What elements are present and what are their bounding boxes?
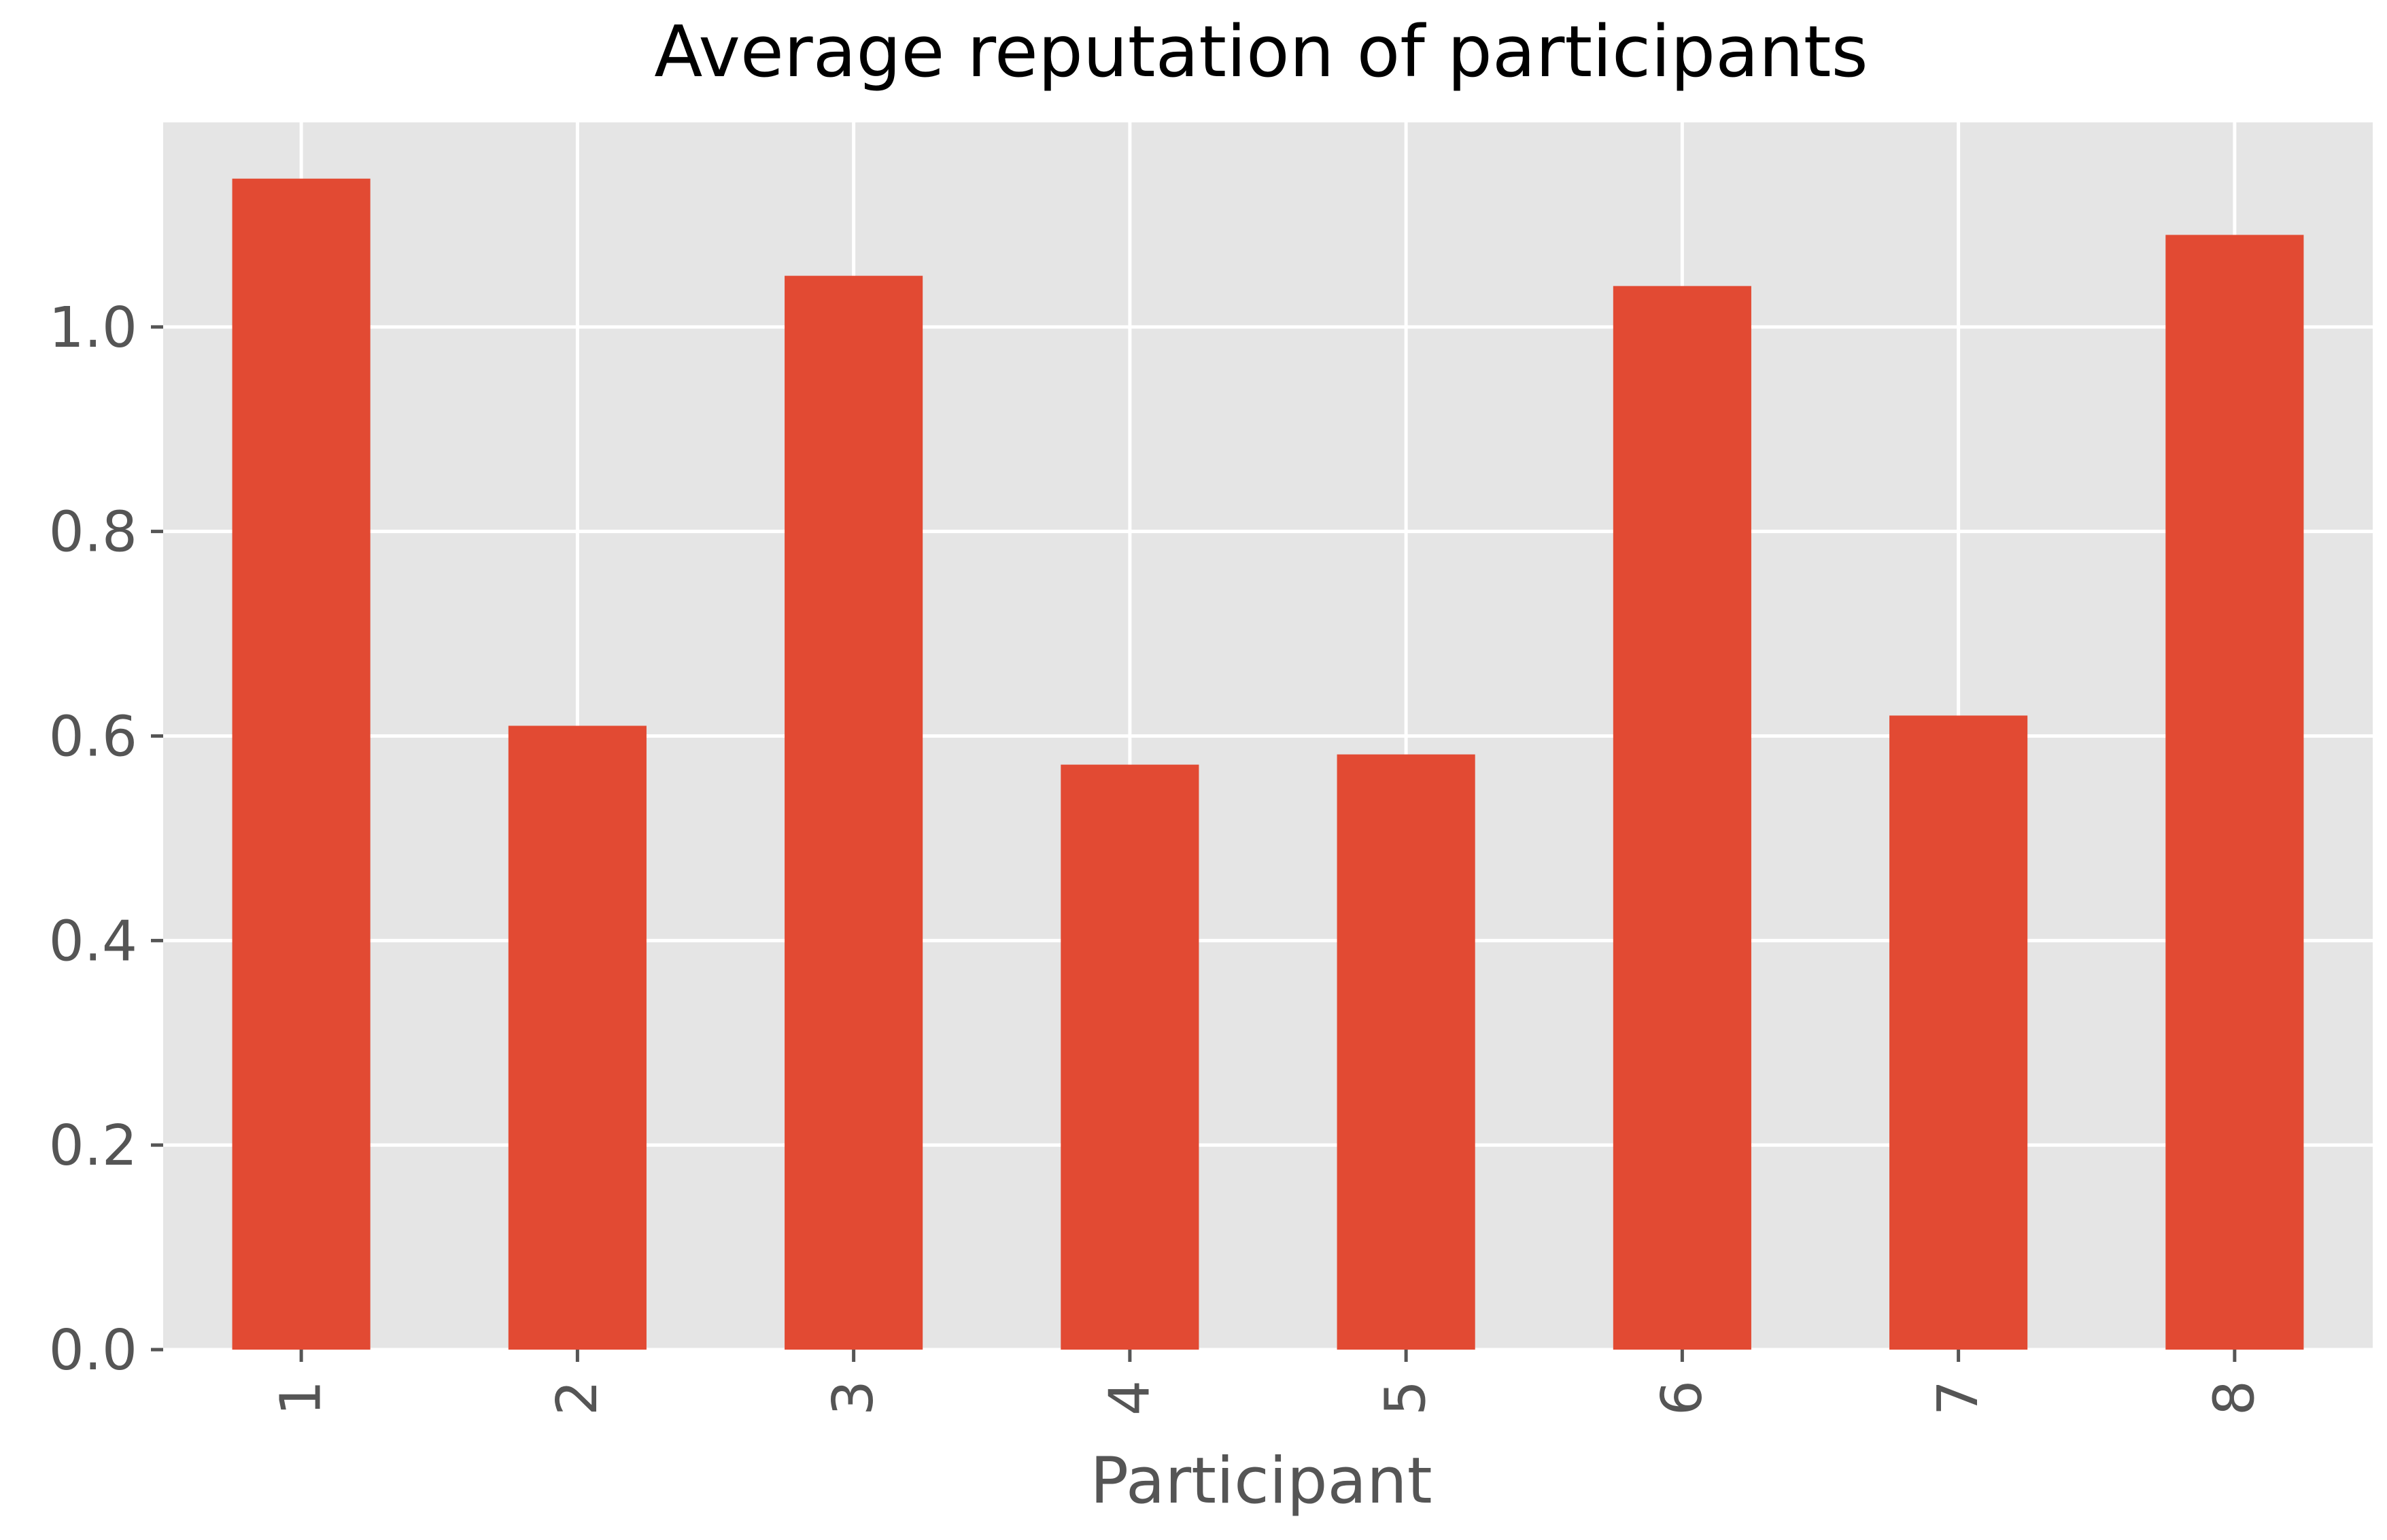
y-tick-label: 0.8 (49, 500, 137, 565)
bar-5 (1337, 754, 1475, 1350)
y-tick-label: 0.2 (49, 1114, 137, 1178)
x-tick-label: 1 (269, 1380, 334, 1416)
x-tick-label: 2 (545, 1380, 610, 1416)
y-tick-label: 0.6 (49, 705, 137, 770)
bar-1 (232, 178, 371, 1350)
y-tick-label: 0.4 (49, 909, 137, 974)
bar-4 (1061, 764, 1199, 1350)
x-axis-label: Participant (1090, 1444, 1432, 1518)
x-axis: 1 2 3 4 5 6 7 8 (269, 1350, 2267, 1416)
bar-3 (785, 275, 923, 1350)
x-tick-label: 5 (1374, 1380, 1439, 1416)
bar-7 (1889, 715, 2028, 1350)
y-axis: 0.0 0.2 0.4 0.6 0.8 1.0 (49, 296, 163, 1383)
x-tick-label: 7 (1926, 1380, 1991, 1416)
bars (232, 178, 2304, 1350)
y-tick-label: 0.0 (49, 1318, 137, 1383)
bar-2 (508, 725, 647, 1350)
bar-8 (2165, 235, 2304, 1350)
chart-title: Average reputation of participants (654, 10, 1868, 93)
x-tick-label: 6 (1650, 1380, 1715, 1416)
x-tick-label: 3 (821, 1380, 886, 1416)
x-tick-label: 4 (1097, 1380, 1162, 1416)
x-tick-label: 8 (2202, 1380, 2267, 1416)
bar-6 (1613, 286, 1751, 1350)
y-tick-label: 1.0 (49, 296, 137, 360)
